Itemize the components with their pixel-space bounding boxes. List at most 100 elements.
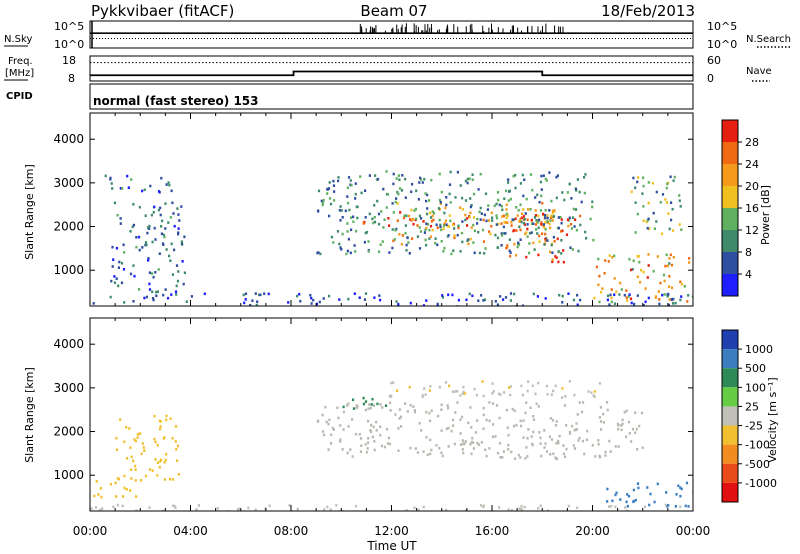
scatter-cell [644,300,647,304]
scatter-cell [172,478,175,481]
scatter-cell [625,435,628,439]
scatter-cell [445,223,448,226]
scatter-cell [358,296,361,299]
scatter-cell [419,176,422,180]
scatter-cell [99,508,102,511]
x-tick-label: 00:00 [73,524,108,538]
scatter-cell [570,227,573,230]
scatter-cell [123,301,126,304]
scatter-cell [360,444,363,447]
scatter-cell [557,439,560,443]
scatter-cell [647,217,650,221]
scatter-cell [160,225,163,228]
scatter-cell [434,237,437,240]
scatter-cell [531,443,534,447]
scatter-cell [132,300,135,303]
scatter-cell [327,187,331,190]
scatter-cell [440,429,443,432]
scatter-cell [398,178,401,182]
scatter-cell [130,468,133,472]
scatter-cell [666,292,669,296]
colorbar-label: 100 [745,381,766,394]
scatter-cell [569,223,573,226]
scatter-cell [554,424,557,427]
power-panel-frame [89,112,694,307]
scatter-cell [540,194,543,198]
scatter-cell [121,187,124,190]
scatter-cell [519,203,522,207]
scatter-cell [352,398,355,402]
y-tick-label: 3000 [53,176,84,190]
scatter-cell [573,428,576,432]
scatter-cell [623,411,626,414]
scatter-cell [522,194,525,198]
scatter-cell [337,179,340,183]
scatter-cell [159,206,162,210]
scatter-cell [135,495,138,498]
scatter-cell [668,298,671,301]
scatter-cell [639,280,642,284]
scatter-cell [319,252,322,256]
nsky-strip-frame [89,20,694,49]
scatter-cell [99,487,102,490]
scatter-cell [541,201,544,205]
scatter-cell [367,441,370,444]
scatter-cell [129,230,132,233]
scatter-cell [337,176,340,179]
scatter-cell [447,426,450,430]
scatter-cell [463,392,467,395]
scatter-cell [574,188,578,191]
scatter-cell [144,214,147,217]
scatter-cell [338,209,341,212]
scatter-cell [659,281,662,285]
scatter-cell [454,196,457,199]
scatter-cell [542,223,545,226]
scatter-cell [500,244,503,247]
scatter-cell [425,199,428,203]
scatter-cell [160,176,163,180]
scatter-cell [679,280,682,284]
scatter-cell [167,181,170,184]
scatter-cell [519,456,522,459]
scatter-cell [526,389,529,393]
scatter-cell [152,275,155,279]
power-ylabel: Slant Range [km] [23,164,36,260]
scatter-cell [482,218,485,222]
scatter-cell [597,442,600,446]
scatter-cell [177,473,180,476]
scatter-cell [539,209,543,212]
scatter-cell [565,447,568,451]
scatter-cell [530,222,534,225]
scatter-cell [115,277,118,280]
scatter-cell [175,284,178,288]
scatter-cell [507,199,510,202]
scatter-cell [638,260,641,264]
scatter-cell [576,303,579,306]
scatter-cell [613,302,617,305]
scatter-cell [619,281,622,285]
scatter-cell [630,190,633,194]
scatter-cell [420,429,423,432]
scatter-cell [434,241,437,245]
velocity-axes: 1000 2000 3000 4000 [53,318,694,511]
scatter-cell [364,400,368,403]
scatter-cell [408,385,411,389]
colorbar-label: 20 [745,180,759,193]
scatter-cell [498,506,501,509]
scatter-cell [462,385,465,389]
scatter-cell [169,216,172,219]
scatter-cell [561,301,564,304]
scatter-cell [542,174,545,177]
scatter-cell [538,234,541,238]
scatter-cell [560,239,563,242]
scatter-cell [534,392,537,396]
scatter-cell [609,450,612,453]
scatter-cell [109,483,112,486]
scatter-cell [413,410,417,414]
scatter-cell [536,295,539,298]
scatter-cell [513,409,516,413]
scatter-cell [461,196,464,200]
scatter-cell [523,217,526,221]
scatter-cell [388,224,391,227]
scatter-cell [389,401,392,405]
